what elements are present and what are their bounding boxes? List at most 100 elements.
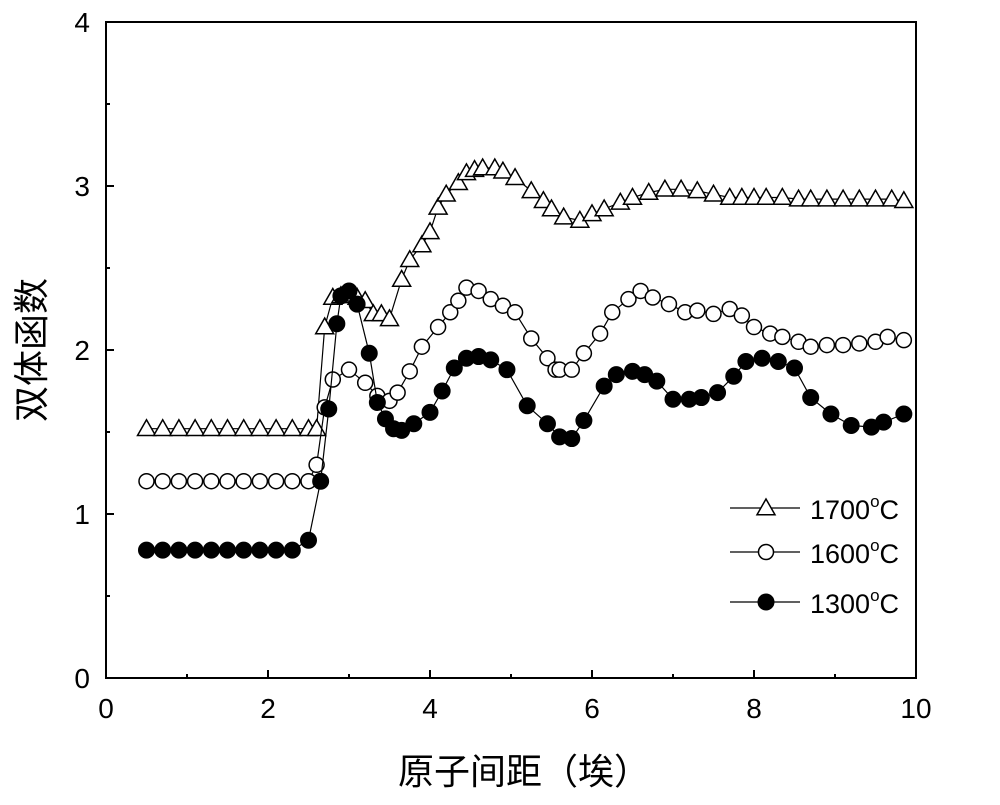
data-point [775,329,790,344]
data-point [834,190,852,206]
legend-marker [758,594,774,610]
data-point [773,188,791,204]
data-point [236,542,252,558]
data-point [236,474,251,489]
data-point [313,473,329,489]
data-point [867,190,885,206]
data-point [329,316,345,332]
data-point [818,190,836,206]
x-tick-label: 8 [746,693,762,724]
data-point [361,345,377,361]
data-point [524,331,539,346]
data-point [401,251,419,267]
data-point [186,420,204,436]
data-point [342,362,357,377]
series-1300 [139,283,912,558]
data-point [451,293,466,308]
data-point [414,339,429,354]
legend-item: 1300oC [730,586,899,619]
data-point [202,420,220,436]
series-layer [138,159,913,558]
data-point [269,474,284,489]
legend-label: 1700oC [810,492,899,525]
data-point [593,326,608,341]
data-point [155,542,171,558]
data-point [285,474,300,489]
data-point [876,414,892,430]
data-point [539,416,555,432]
data-point [369,394,385,410]
data-point [710,385,726,401]
data-point [235,420,253,436]
data-point [325,372,340,387]
data-point [204,474,219,489]
data-point [422,404,438,420]
data-point [726,368,742,384]
data-point [203,542,219,558]
data-point [358,375,373,390]
data-point [576,413,592,429]
data-point [596,378,612,394]
data-point [402,364,417,379]
data-point [850,190,868,206]
data-point [139,474,154,489]
data-point [803,339,818,354]
data-point [406,416,422,432]
data-point [268,542,284,558]
data-point [706,306,721,321]
x-tick-label: 10 [900,693,931,724]
data-point [522,182,540,198]
data-point [576,346,591,361]
x-tick-label: 6 [584,693,600,724]
data-point [421,223,439,239]
legend-item: 1600oC [730,536,899,569]
data-point [656,180,674,196]
data-point [220,542,236,558]
data-point [836,338,851,353]
data-point [321,401,337,417]
data-point [483,352,499,368]
data-point [661,297,676,312]
data-point [608,367,624,383]
series-line [147,168,904,429]
data-point [434,383,450,399]
x-axis-label: 原子间距（埃） [398,752,650,793]
data-point [605,305,620,320]
data-point [301,532,317,548]
data-point [283,420,301,436]
data-point [747,320,762,335]
data-point [734,308,749,323]
legend-marker [759,545,774,560]
data-point [519,398,535,414]
data-point [819,338,834,353]
data-point [267,420,285,436]
data-point [170,420,188,436]
data-point [880,329,895,344]
data-point [693,390,709,406]
pair-distribution-chart: 024681001234 双体函数 原子间距（埃） 1700oC1600oC13… [0,0,1000,805]
data-point [499,362,515,378]
data-point [595,200,613,216]
y-tick-label: 4 [74,7,90,38]
data-point [896,406,912,422]
y-axis-label: 双体函数 [12,278,53,422]
data-point [852,336,867,351]
data-point [649,373,665,389]
y-tick-label: 2 [74,335,90,366]
data-point [171,542,187,558]
data-point [787,360,803,376]
data-point [802,190,820,206]
data-point [624,188,642,204]
data-point [187,542,203,558]
y-tick-label: 1 [74,499,90,530]
legend-item: 1700oC [730,492,899,525]
data-point [154,420,172,436]
data-point [252,474,267,489]
data-point [251,420,269,436]
data-point [690,303,705,318]
data-point [139,542,155,558]
data-point [896,333,911,348]
legend: 1700oC 1600oC 1300oC [730,492,899,619]
data-point [252,542,268,558]
data-point [171,474,186,489]
